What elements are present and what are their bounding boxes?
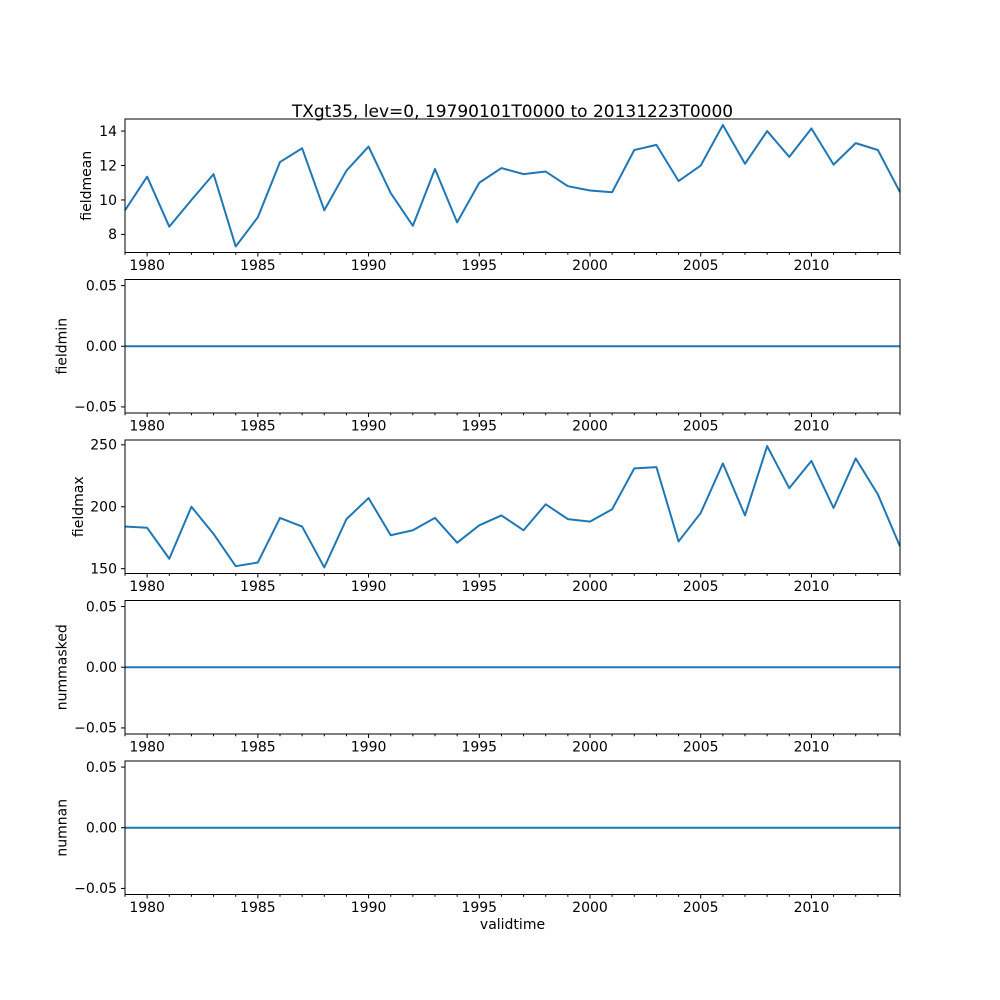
x-tick-label: 2000 <box>572 900 608 916</box>
x-tick-label: 1985 <box>240 740 276 756</box>
axes-frame <box>124 439 901 574</box>
y-tick-label: 0.00 <box>86 821 117 837</box>
y-axis-label-nummasked: nummasked <box>55 624 71 710</box>
x-tick-label: 1980 <box>129 258 165 274</box>
y-tick-label: −0.05 <box>74 881 117 897</box>
x-tick-label: 2010 <box>794 579 830 595</box>
x-tick-label: 2000 <box>572 419 608 435</box>
x-tick-label: 1995 <box>461 419 497 435</box>
y-axis-label-fieldmax: fieldmax <box>71 476 87 537</box>
x-tick-label: 2000 <box>572 579 608 595</box>
y-tick-label: 8 <box>108 227 117 243</box>
x-tick-label: 1985 <box>240 419 276 435</box>
y-axis-label-numnan: numnan <box>55 799 71 857</box>
y-tick-label: 250 <box>90 438 117 454</box>
x-tick-label: 1995 <box>461 258 497 274</box>
x-tick-label: 1990 <box>351 740 387 756</box>
x-tick-label: 1985 <box>240 579 276 595</box>
y-axis-label-fieldmean: fieldmean <box>79 151 95 221</box>
x-tick-label: 1990 <box>351 900 387 916</box>
x-tick-label: 2000 <box>572 740 608 756</box>
x-tick-label: 2010 <box>794 419 830 435</box>
y-tick-label: 200 <box>90 500 117 516</box>
x-tick-label: 1995 <box>461 579 497 595</box>
y-tick-label: 10 <box>99 193 117 209</box>
fieldmean-series-line <box>124 124 901 248</box>
x-tick-label: 2005 <box>683 419 719 435</box>
y-tick-label: −0.05 <box>74 400 117 416</box>
x-tick-label: 1995 <box>461 900 497 916</box>
y-tick-label: 0.05 <box>86 599 117 615</box>
y-tick-label: 0.05 <box>86 760 117 776</box>
y-tick-label: 0.05 <box>86 278 117 294</box>
figure-title: TXgt35, lev=0, 19790101T0000 to 20131223… <box>291 102 733 122</box>
x-tick-label: 2005 <box>683 579 719 595</box>
subplot-numnan: 1980 1985 1990 1995 2000 2005 2010 −0.05 0.00 0.0… <box>55 760 901 916</box>
x-tick-label: 2005 <box>683 740 719 756</box>
subplot-fieldmin: 1980 1985 1990 1995 2000 2005 2010 −0.05 0.00 0.0… <box>55 278 901 435</box>
y-tick-label: 12 <box>99 158 117 174</box>
x-tick-label: 1980 <box>129 740 165 756</box>
x-tick-label: 2010 <box>794 900 830 916</box>
x-axis-label: validtime <box>480 917 545 933</box>
x-tick-label: 2010 <box>794 740 830 756</box>
subplot-fieldmax: 1980 1985 1990 1995 2000 2005 2010 150 200 250 fie… <box>71 438 901 595</box>
x-tick-label: 2005 <box>683 900 719 916</box>
y-axis-label-fieldmin: fieldmin <box>55 318 71 375</box>
x-tick-label: 1995 <box>461 740 497 756</box>
subplots-group: 1980 1985 1990 1995 2000 2005 20108101214field… <box>55 118 901 916</box>
y-tick-label: 0.00 <box>86 660 117 676</box>
x-tick-label: 1980 <box>129 900 165 916</box>
subplot-fieldmean: 1980 1985 1990 1995 2000 2005 2010 8 10 12 14field… <box>79 118 901 274</box>
x-tick-label: 2010 <box>794 258 830 274</box>
fieldmax-series-line <box>124 445 901 569</box>
x-tick-label: 1985 <box>240 900 276 916</box>
x-tick-label: 1990 <box>351 258 387 274</box>
y-tick-label: 14 <box>99 124 117 140</box>
x-tick-label: 1990 <box>351 419 387 435</box>
x-tick-label: 2000 <box>572 258 608 274</box>
axes-frame <box>124 118 901 253</box>
x-tick-label: 2005 <box>683 258 719 274</box>
y-tick-label: −0.05 <box>74 721 117 737</box>
y-tick-label: 150 <box>90 561 117 577</box>
x-tick-label: 1985 <box>240 258 276 274</box>
x-tick-label: 1980 <box>129 419 165 435</box>
axes-frame <box>124 279 901 414</box>
x-tick-label: 1990 <box>351 579 387 595</box>
axes-frame <box>124 600 901 735</box>
x-tick-label: 1980 <box>129 579 165 595</box>
axes-frame <box>124 760 901 895</box>
subplot-nummasked: 1980 1985 1990 1995 2000 2005 2010 −0.05 0.00 0.0… <box>55 599 901 756</box>
y-tick-label: 0.00 <box>86 339 117 355</box>
